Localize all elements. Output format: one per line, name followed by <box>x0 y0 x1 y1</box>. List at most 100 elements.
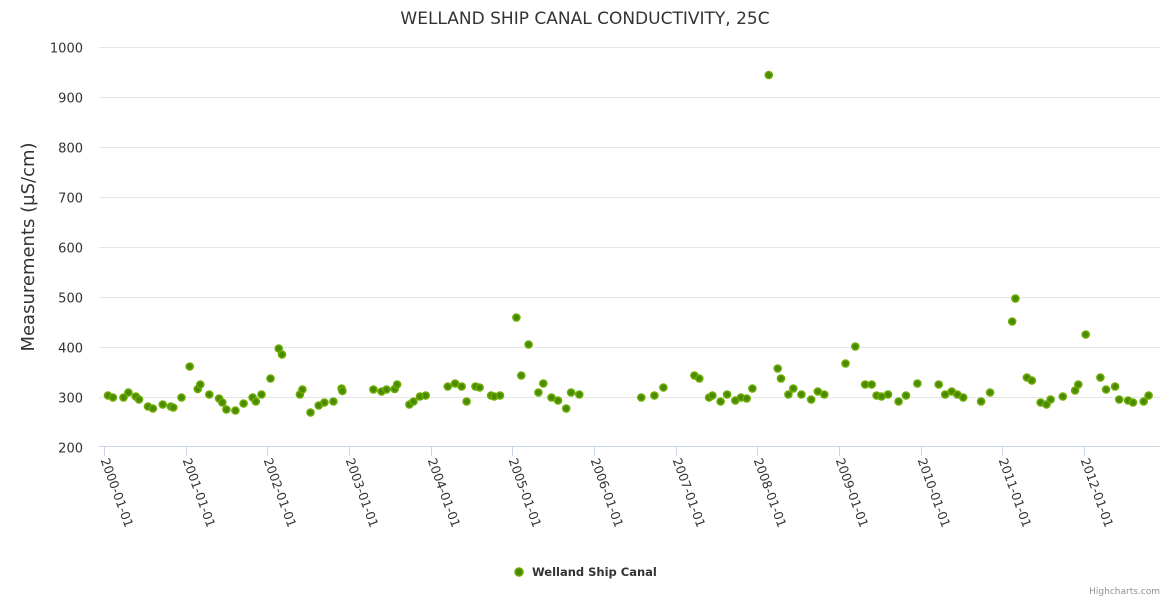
x-tick-label: 2007-01-01 <box>670 456 709 529</box>
data-point[interactable] <box>534 388 543 397</box>
data-point[interactable] <box>819 390 829 399</box>
data-point[interactable] <box>134 395 144 404</box>
data-point[interactable] <box>806 395 816 404</box>
data-point[interactable] <box>185 362 194 371</box>
data-point[interactable] <box>538 379 548 388</box>
data-point[interactable] <box>257 390 266 399</box>
data-point[interactable] <box>776 374 786 383</box>
data-point[interactable] <box>329 397 338 406</box>
data-point[interactable] <box>1011 294 1020 303</box>
data-point[interactable] <box>659 383 668 392</box>
data-point[interactable] <box>788 384 798 393</box>
data-point[interactable] <box>277 350 287 359</box>
data-point[interactable] <box>392 380 402 389</box>
data-point[interactable] <box>266 374 275 383</box>
data-point[interactable] <box>320 398 329 407</box>
data-point[interactable] <box>934 380 944 389</box>
data-point[interactable] <box>566 388 576 397</box>
data-point[interactable] <box>1074 380 1083 389</box>
data-point[interactable] <box>169 403 178 412</box>
data-point[interactable] <box>298 385 307 394</box>
data-point[interactable] <box>462 397 471 406</box>
data-point[interactable] <box>708 391 717 400</box>
credits-link[interactable]: Highcharts.com <box>1089 587 1160 597</box>
data-point[interactable] <box>797 390 806 399</box>
data-point[interactable] <box>177 393 186 402</box>
data-point[interactable] <box>913 379 922 388</box>
x-tick-label: 2004-01-01 <box>425 456 464 529</box>
data-point[interactable] <box>124 388 133 397</box>
data-point[interactable] <box>369 385 378 394</box>
data-point[interactable] <box>475 383 484 392</box>
data-point[interactable] <box>148 404 158 413</box>
data-point[interactable] <box>382 385 391 394</box>
data-point[interactable] <box>784 390 793 399</box>
data-point[interactable] <box>512 313 521 322</box>
data-point[interactable] <box>338 386 347 396</box>
data-point[interactable] <box>222 405 231 414</box>
data-point[interactable] <box>850 342 860 351</box>
data-point[interactable] <box>1058 392 1068 401</box>
y-tick-label: 600 <box>58 242 83 257</box>
data-point[interactable] <box>205 390 214 399</box>
y-tick-label: 200 <box>58 442 83 457</box>
data-point[interactable] <box>409 397 418 406</box>
data-point[interactable] <box>443 382 453 391</box>
data-point[interactable] <box>1046 395 1055 404</box>
data-point[interactable] <box>1007 317 1017 326</box>
chart-title: WELLAND SHIP CANAL CONDUCTIVITY, 25C <box>400 9 769 29</box>
data-point[interactable] <box>421 391 431 400</box>
data-point[interactable] <box>636 393 646 402</box>
data-point[interactable] <box>764 70 774 80</box>
data-point[interactable] <box>650 391 659 400</box>
data-point[interactable] <box>1027 376 1037 385</box>
data-point[interactable] <box>1128 398 1138 407</box>
data-point[interactable] <box>722 390 732 399</box>
data-point[interactable] <box>742 394 752 403</box>
data-point[interactable] <box>1139 397 1148 406</box>
legend[interactable]: Welland Ship Canal <box>514 565 657 579</box>
data-point[interactable] <box>119 393 128 402</box>
data-point[interactable] <box>1101 385 1111 394</box>
data-point[interactable] <box>894 397 903 406</box>
x-tick-label: 2002-01-01 <box>261 456 300 529</box>
data-point[interactable] <box>574 390 584 399</box>
data-point[interactable] <box>457 382 467 391</box>
data-point[interactable] <box>306 408 315 417</box>
data-point[interactable] <box>450 379 460 388</box>
data-point[interactable] <box>841 359 850 368</box>
data-point[interactable] <box>985 388 995 397</box>
y-tick-label: 300 <box>58 392 83 407</box>
x-tick-label: 2005-01-01 <box>506 456 545 529</box>
x-tick-label: 2010-01-01 <box>915 456 954 529</box>
data-point[interactable] <box>958 393 968 402</box>
data-point[interactable] <box>108 393 118 402</box>
data-point[interactable] <box>218 398 227 407</box>
data-point[interactable] <box>1110 382 1120 391</box>
data-point[interactable] <box>1096 373 1105 382</box>
data-point[interactable] <box>716 397 725 406</box>
data-point[interactable] <box>1114 395 1124 404</box>
data-point[interactable] <box>239 399 248 408</box>
data-point[interactable] <box>901 391 911 400</box>
data-point[interactable] <box>251 397 261 406</box>
y-tick-label: 700 <box>58 192 83 207</box>
data-point[interactable] <box>553 396 563 405</box>
data-point[interactable] <box>694 374 704 383</box>
data-point[interactable] <box>1144 391 1153 400</box>
data-point[interactable] <box>561 404 571 413</box>
data-point[interactable] <box>976 397 986 406</box>
data-point[interactable] <box>516 371 526 380</box>
data-point[interactable] <box>748 384 757 393</box>
data-point[interactable] <box>773 364 783 373</box>
data-point[interactable] <box>883 390 893 399</box>
data-point[interactable] <box>524 340 533 349</box>
data-point[interactable] <box>196 380 205 389</box>
data-point[interactable] <box>158 400 167 409</box>
data-point[interactable] <box>231 406 240 415</box>
data-point[interactable] <box>867 380 877 389</box>
legend-item-welland-ship-canal[interactable]: Welland Ship Canal <box>532 565 657 579</box>
data-point[interactable] <box>1081 330 1090 339</box>
data-point[interactable] <box>495 391 505 400</box>
